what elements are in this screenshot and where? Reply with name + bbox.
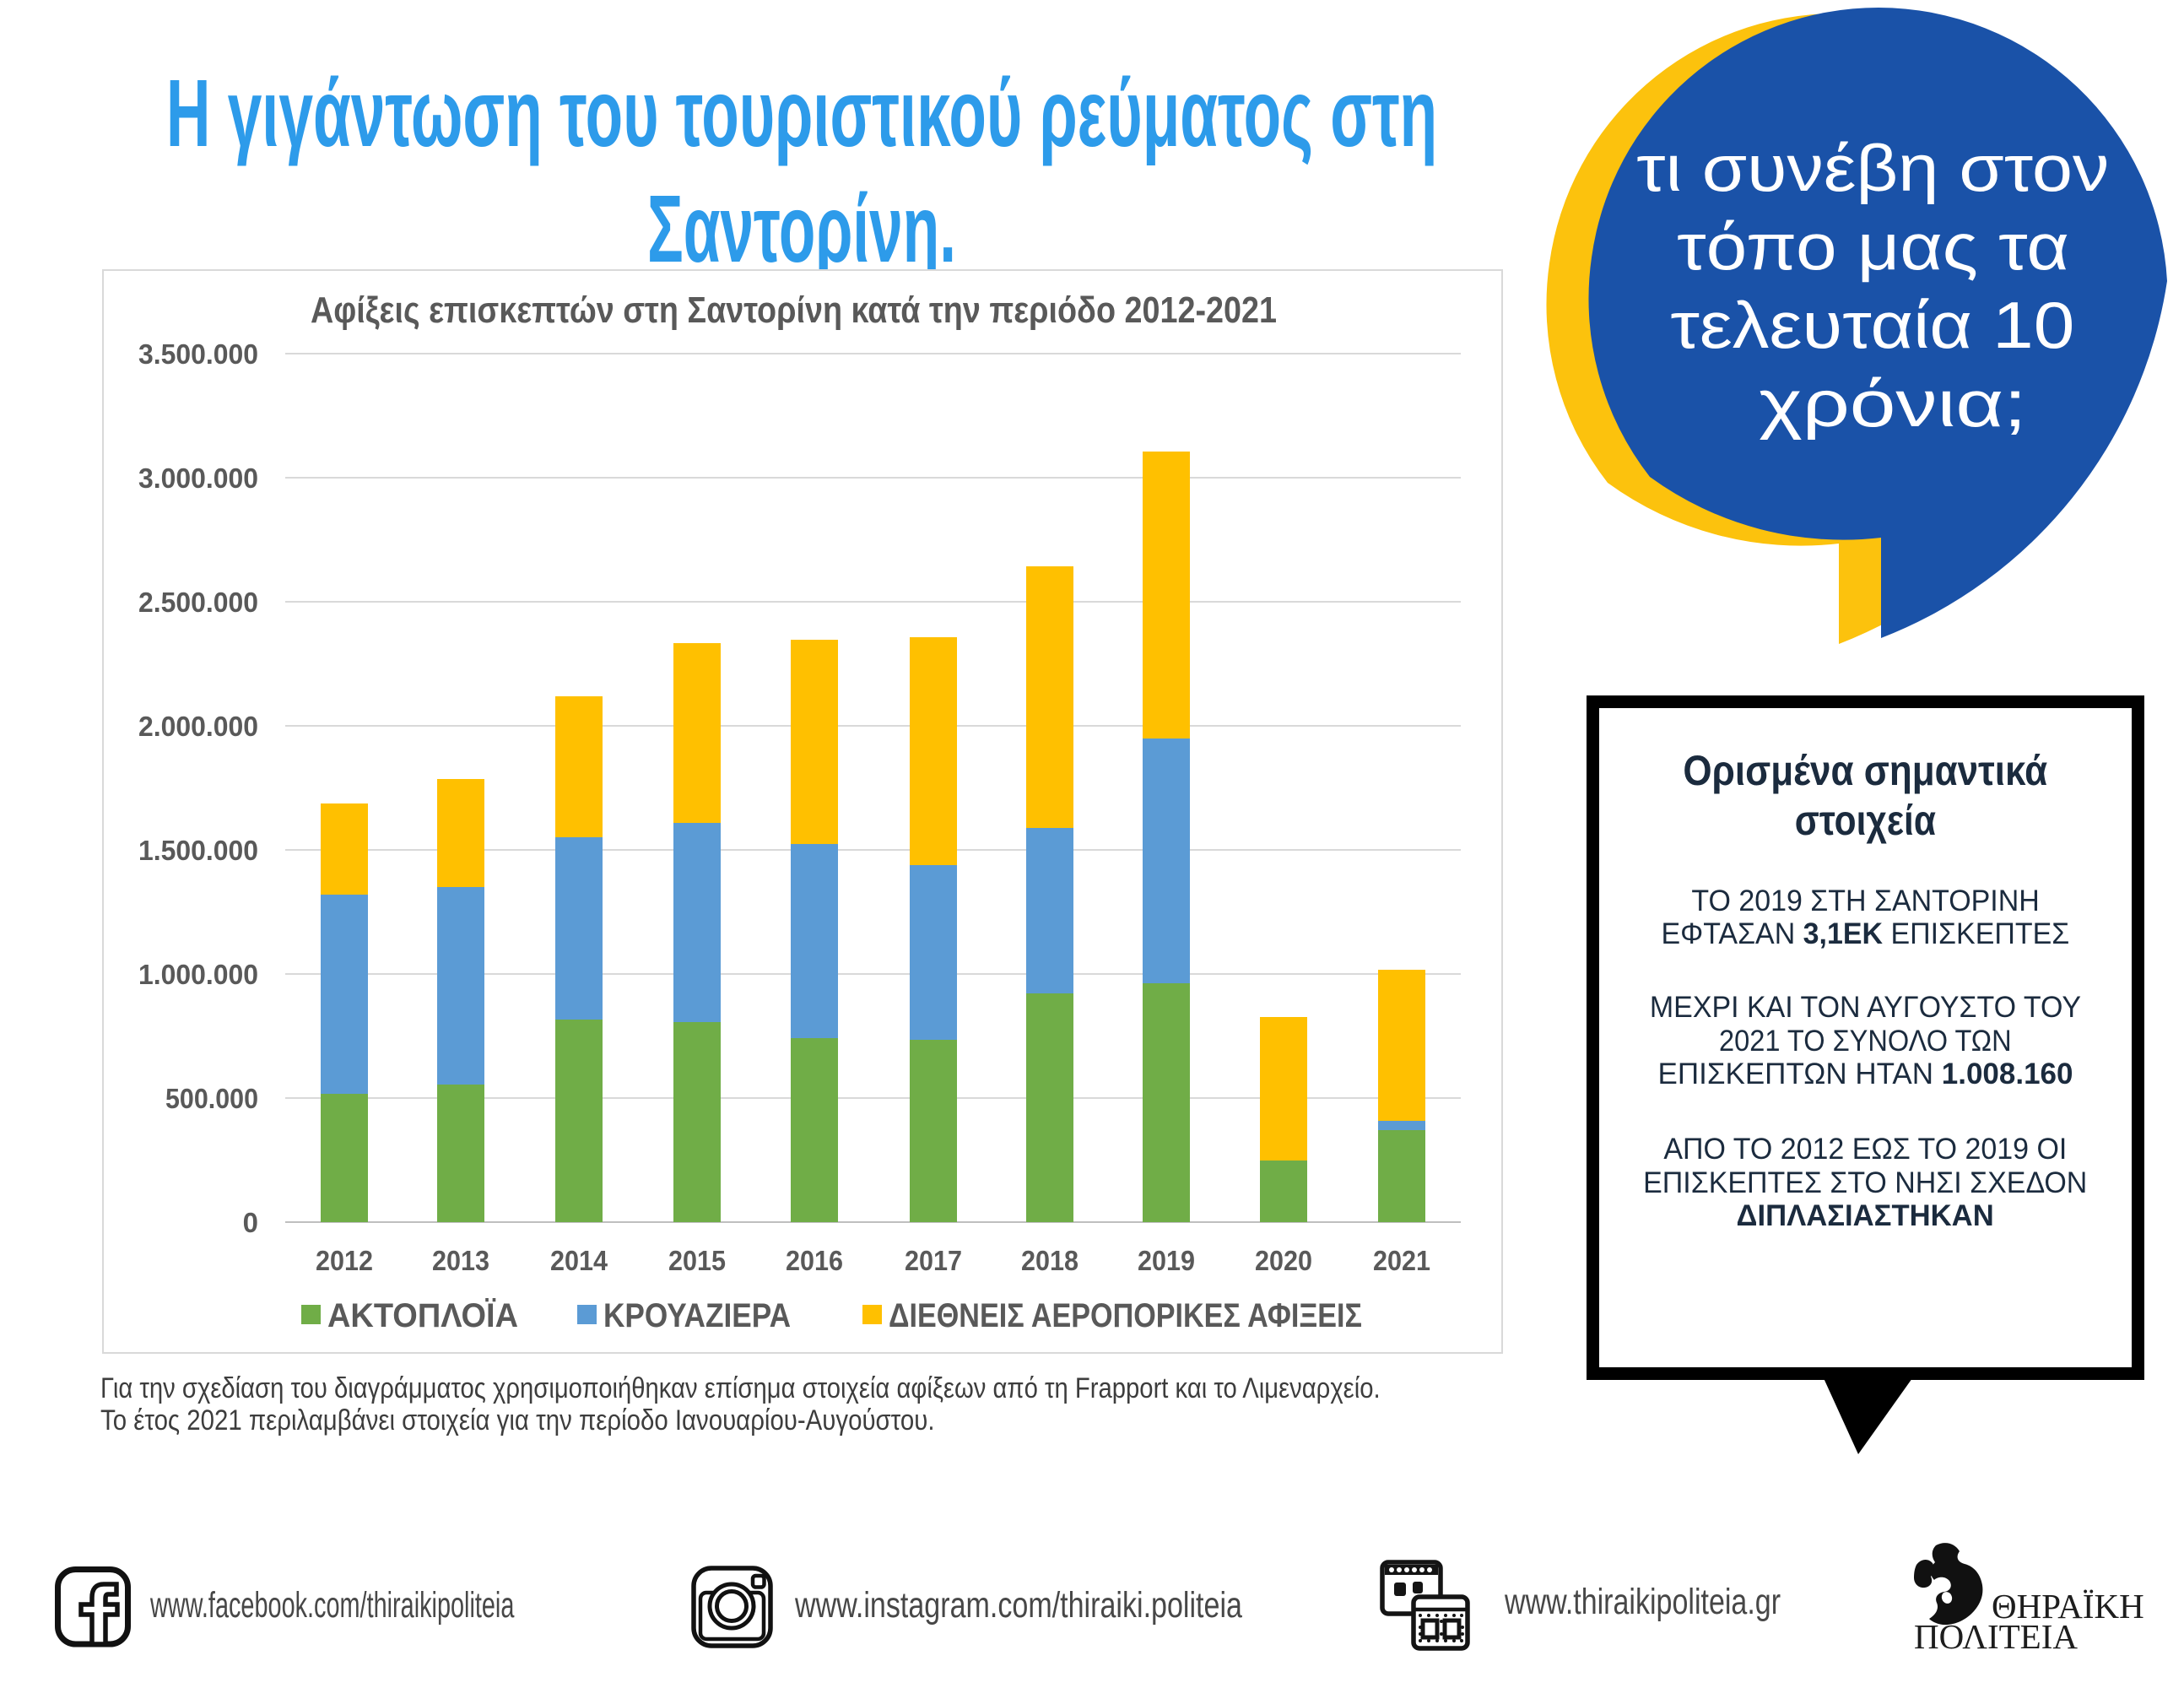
svg-text:2015: 2015: [668, 1245, 726, 1276]
svg-text:Αφίξεις επισκεπτών στη Σαντορί: Αφίξεις επισκεπτών στη Σαντορίνη κατά τη…: [311, 289, 1277, 331]
svg-text:2.500.000: 2.500.000: [138, 587, 258, 618]
svg-text:2020: 2020: [1255, 1245, 1312, 1276]
svg-text:2016: 2016: [786, 1245, 843, 1276]
svg-text:ΚΡΟΥΑΖΙΕΡΑ: ΚΡΟΥΑΖΙΕΡΑ: [603, 1297, 791, 1334]
svg-text:ΔΙΕΘΝΕΙΣ ΑΕΡΟΠΟΡΙΚΕΣ ΑΦΙΞΕΙΣ: ΔΙΕΘΝΕΙΣ ΑΕΡΟΠΟΡΙΚΕΣ ΑΦΙΞΕΙΣ: [889, 1297, 1362, 1334]
svg-text:ΑΚΤΟΠΛΟΪΑ: ΑΚΤΟΠΛΟΪΑ: [327, 1297, 518, 1334]
svg-text:2019: 2019: [1138, 1245, 1195, 1276]
svg-text:2017: 2017: [905, 1245, 962, 1276]
svg-text:2012: 2012: [316, 1245, 373, 1276]
svg-text:ΠΟΛΙΤΕΙΑ: ΠΟΛΙΤΕΙΑ: [1914, 1617, 2078, 1656]
svg-text:3.000.000: 3.000.000: [138, 463, 258, 494]
svg-text:ΘΗΡΑΪΚΗ: ΘΗΡΑΪΚΗ: [1992, 1587, 2144, 1626]
svg-text:2021: 2021: [1373, 1245, 1430, 1276]
svg-text:1.500.000: 1.500.000: [138, 835, 258, 866]
svg-text:1.000.000: 1.000.000: [138, 959, 258, 990]
svg-text:2013: 2013: [432, 1245, 489, 1276]
svg-text:2014: 2014: [550, 1245, 608, 1276]
svg-text:2018: 2018: [1021, 1245, 1078, 1276]
svg-text:2.000.000: 2.000.000: [138, 711, 258, 742]
svg-text:3.500.000: 3.500.000: [138, 338, 258, 370]
svg-text:500.000: 500.000: [165, 1083, 258, 1114]
svg-text:0: 0: [243, 1207, 258, 1238]
